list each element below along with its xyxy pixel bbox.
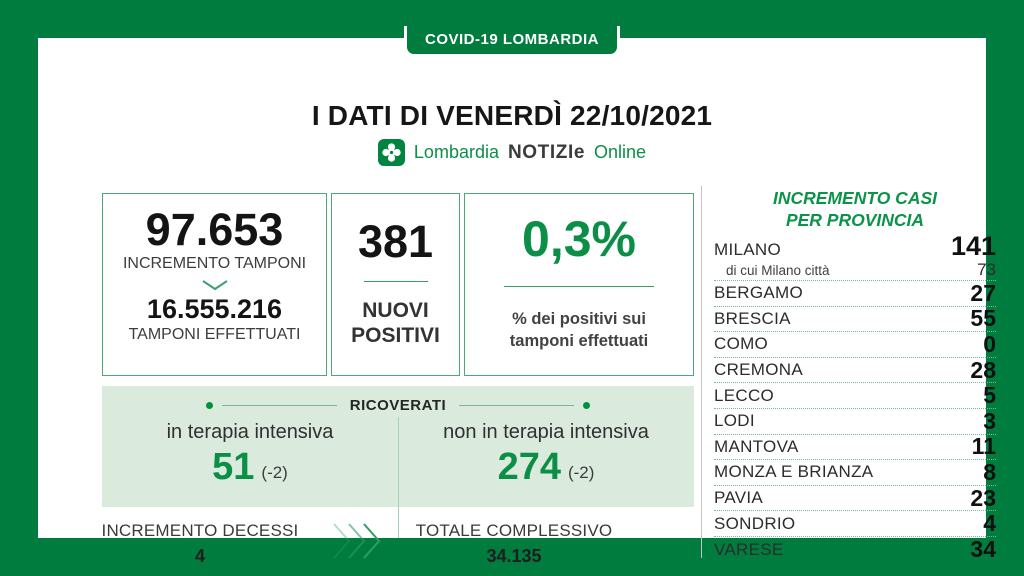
bullet-dot-icon bbox=[583, 402, 590, 409]
divider-line bbox=[504, 286, 654, 287]
page-title: I DATI DI VENERDÌ 22/10/2021 bbox=[311, 100, 713, 131]
decessi-label: INCREMENTO DECESSI bbox=[101, 521, 299, 540]
table-row: LECCO 5 bbox=[714, 382, 996, 409]
table-row: LODI 3 bbox=[714, 407, 996, 435]
table-row: CREMONA 28 bbox=[714, 356, 996, 384]
header-badge: COVID-19 LOMBARDIA bbox=[403, 26, 621, 57]
header-rule bbox=[222, 405, 337, 406]
logo-text-notizie: NOTIZIe bbox=[507, 141, 586, 163]
ricoverati-header: RICOVERATI bbox=[206, 397, 590, 414]
totale-label: TOTALE COMPLESSIVO bbox=[415, 521, 613, 540]
ward-column: non in terapia intensiva 274 (-2) bbox=[398, 421, 694, 486]
content-canvas: I DATI DI VENERDÌ 22/10/2021 Lombardia N… bbox=[38, 38, 996, 566]
decessi-block: INCREMENTO DECESSI 4 bbox=[80, 521, 320, 567]
table-row: COMO 0 bbox=[714, 330, 996, 358]
table-row: MONZA E BRIANZA 8 bbox=[714, 458, 996, 486]
totale-value: 34.135 bbox=[486, 546, 542, 566]
decessi-value: 4 bbox=[194, 546, 205, 566]
icu-delta: (-2) bbox=[261, 463, 288, 482]
ricoverati-band: RICOVERATI in terapia intensiva 51 (-2) … bbox=[102, 386, 694, 538]
ward-delta: (-2) bbox=[567, 463, 595, 482]
triple-chevron-right-icon bbox=[333, 523, 381, 559]
table-row-sub: di cui Milano città 73 bbox=[714, 260, 996, 281]
card-percentuale-positivi: 0,3% % dei positivi sui tamponi effettua… bbox=[464, 193, 694, 376]
lombardia-rose-icon bbox=[377, 139, 405, 166]
lombardia-notizie-logo: Lombardia NOTIZIe Online bbox=[38, 139, 986, 166]
nuovi-positivi-value: 381 bbox=[357, 216, 434, 267]
header-rule bbox=[459, 405, 574, 406]
ricoverati-title: RICOVERATI bbox=[349, 397, 447, 414]
column-divider bbox=[398, 417, 399, 538]
tamponi-total-value: 16.555.216 bbox=[146, 294, 283, 324]
table-row: BERGAMO 27 bbox=[714, 279, 996, 307]
panel-separator bbox=[701, 186, 702, 558]
province-panel-title: INCREMENTO CASI PER PROVINCIA bbox=[773, 188, 937, 231]
tamponi-total-label: TAMPONI EFFETTUATI bbox=[128, 326, 301, 343]
percentuale-label: % dei positivi sui tamponi effettuati bbox=[509, 310, 649, 351]
ward-value: 274 bbox=[497, 446, 561, 488]
table-row: BRESCIA 55 bbox=[714, 305, 996, 333]
bullet-dot-icon bbox=[206, 402, 213, 409]
tamponi-increment-label: INCREMENTO TAMPONI bbox=[122, 255, 307, 272]
logo-text-online: Online bbox=[594, 142, 647, 162]
chevron-down-icon bbox=[201, 280, 228, 291]
totale-block: TOTALE COMPLESSIVO 34.135 bbox=[394, 521, 634, 567]
card-nuovi-positivi: 381 NUOVI POSITIVI bbox=[331, 193, 460, 376]
icu-label: in terapia intensiva bbox=[166, 421, 334, 443]
card-incremento-tamponi: 97.653 INCREMENTO TAMPONI 16.555.216 TAM… bbox=[102, 193, 327, 376]
table-row: MILANO 141 bbox=[714, 231, 996, 261]
ward-label: non in terapia intensiva bbox=[443, 421, 649, 443]
percentuale-value: 0,3% bbox=[522, 211, 636, 267]
divider-line bbox=[363, 281, 428, 282]
province-list: MILANO 141 di cui Milano città 73 BERGAM… bbox=[714, 231, 996, 563]
table-row: SONDRIO 4 bbox=[714, 510, 996, 537]
logo-text-lombardia: Lombardia bbox=[413, 142, 499, 162]
tamponi-increment-value: 97.653 bbox=[145, 204, 284, 255]
nuovi-positivi-label: NUOVI POSITIVI bbox=[351, 299, 440, 348]
table-row: VARESE 34 bbox=[714, 536, 996, 563]
table-row: PAVIA 23 bbox=[714, 484, 996, 512]
icu-column: in terapia intensiva 51 (-2) bbox=[102, 421, 398, 486]
icu-value: 51 bbox=[212, 446, 255, 488]
table-row: MANTOVA 11 bbox=[714, 433, 996, 461]
